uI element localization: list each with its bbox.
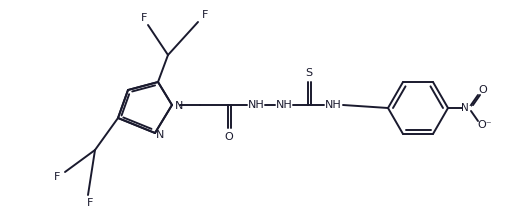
Text: NH: NH [325, 100, 341, 110]
Text: NH: NH [248, 100, 265, 110]
Text: NH: NH [276, 100, 292, 110]
Text: F: F [54, 172, 60, 182]
Text: F: F [141, 13, 147, 23]
Text: O⁻: O⁻ [478, 120, 493, 130]
Text: O: O [225, 132, 233, 142]
Text: N: N [175, 101, 183, 111]
Text: F: F [87, 198, 93, 206]
Text: N: N [156, 130, 164, 140]
Text: F: F [202, 10, 208, 20]
Text: S: S [305, 68, 312, 78]
Text: O: O [478, 85, 487, 95]
Text: N⁺: N⁺ [461, 103, 475, 113]
